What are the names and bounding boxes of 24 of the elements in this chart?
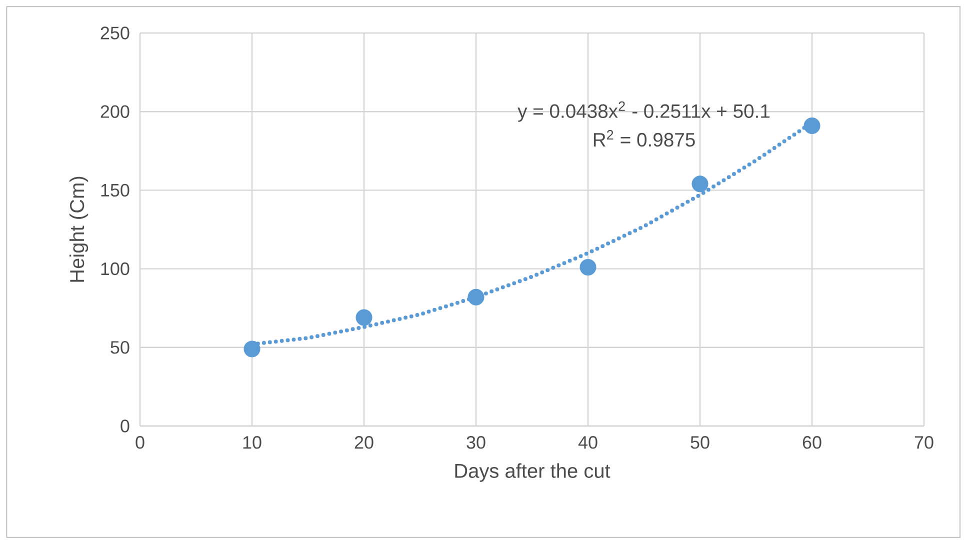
point (244, 340, 260, 358)
y-axis-title: Height (Cm) (69, 176, 88, 282)
x-tick-label: 30 (466, 436, 486, 449)
y-tick-label: 150 (101, 184, 130, 197)
x-axis-title: Days after the cut (455, 463, 610, 482)
x-tick-label: 10 (243, 436, 262, 449)
y-tick-label: 100 (101, 262, 130, 276)
x-tick-label: 60 (802, 436, 822, 449)
y-tick-label: 250 (100, 26, 130, 40)
x-tick-label: 70 (914, 436, 934, 449)
point (580, 258, 596, 276)
point (692, 176, 708, 192)
x-tick-label: 0 (136, 436, 144, 449)
point (356, 309, 372, 326)
y-tick-label: 0 (120, 420, 130, 432)
x-tick-label: 20 (354, 436, 374, 449)
y-tick-label: 200 (100, 105, 130, 118)
annotation: y = 0.0438x$^{2}$ - 0.2511x + 50.1 (518, 101, 770, 122)
x-tick-label: 40 (578, 436, 598, 449)
y-tick-label: 50 (110, 341, 130, 354)
x-tick-label: 50 (690, 436, 710, 449)
point (804, 117, 820, 134)
annotation: R$^{2}$ = 0.9875 (594, 130, 695, 147)
point (468, 288, 484, 306)
